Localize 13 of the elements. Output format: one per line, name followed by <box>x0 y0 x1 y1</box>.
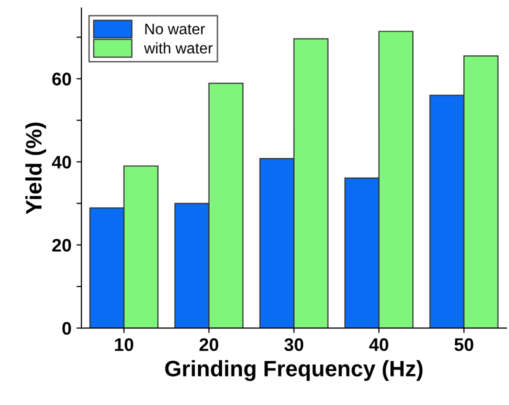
y-tick-label: 20 <box>52 238 71 252</box>
y-tick-label: 0 <box>62 322 71 335</box>
x-tick-label: 30 <box>284 338 304 352</box>
y-axis-title: Yield (%) <box>25 122 46 214</box>
y-tick-label: 60 <box>52 72 71 86</box>
x-tick-label: 20 <box>200 338 218 352</box>
x-tick-label: 40 <box>369 338 388 352</box>
y-tick-label: 40 <box>52 156 71 169</box>
legend-label: No water <box>145 24 205 34</box>
x-tick-label: 50 <box>454 338 474 352</box>
x-tick-label: 10 <box>115 338 134 352</box>
legend-label: with water <box>144 42 213 54</box>
x-axis-title: Grinding Frequency (Hz) <box>165 360 422 381</box>
